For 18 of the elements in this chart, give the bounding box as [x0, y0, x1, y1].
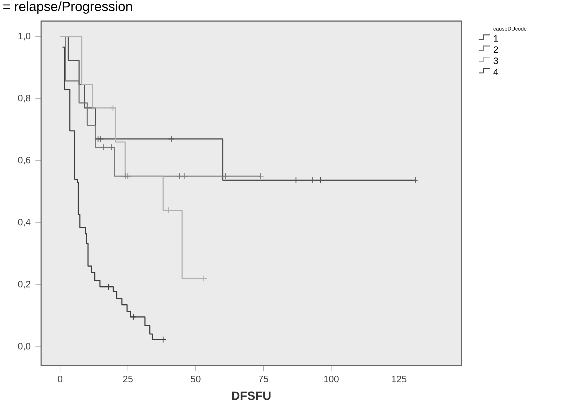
y-tick-label: 0,8 [18, 95, 31, 103]
y-tick-label: 0,6 [18, 157, 31, 165]
legend-label: 4 [494, 69, 498, 76]
legend-label: 1 [494, 36, 498, 42]
x-axis-title: DFSFU [232, 392, 271, 400]
legend-label: 2 [494, 46, 498, 54]
x-tick-label: 0 [58, 376, 63, 383]
x-tick-label: 100 [324, 376, 339, 383]
x-tick-label: 25 [123, 376, 133, 383]
x-tick-label: 125 [392, 376, 407, 383]
y-tick-label: 0,0 [18, 343, 31, 352]
legend-label: 3 [494, 58, 498, 65]
y-tick-label: 0,4 [18, 219, 31, 227]
y-tick-label: 0,2 [18, 281, 30, 289]
x-tick-label: 75 [258, 376, 268, 383]
x-tick-label: 50 [191, 376, 201, 383]
chart-title: = relapse/Progression [4, 2, 132, 14]
y-tick-label: 1,0 [18, 33, 31, 41]
